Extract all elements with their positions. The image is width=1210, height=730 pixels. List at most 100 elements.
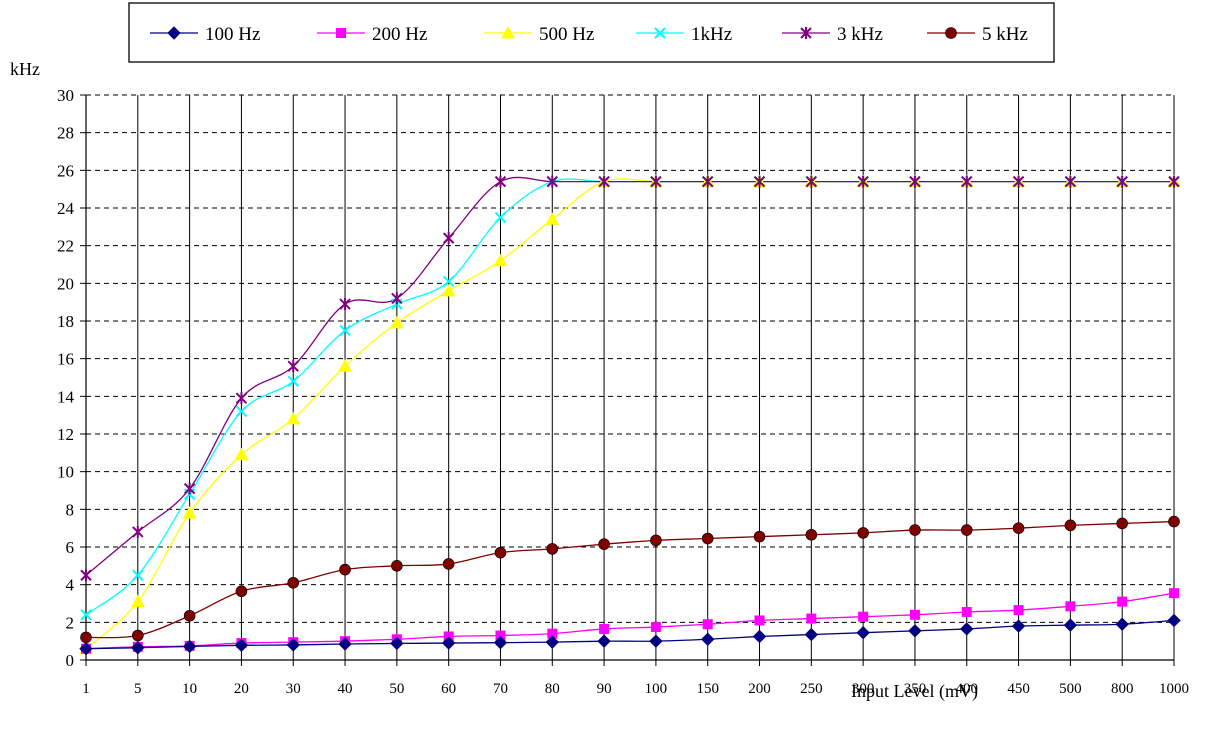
data-point <box>287 576 300 589</box>
y-tick-label: 28 <box>57 124 74 143</box>
series-points <box>79 613 1181 656</box>
data-point <box>494 546 507 559</box>
y-tick-label: 6 <box>66 538 75 557</box>
x-tick-label: 90 <box>597 681 612 697</box>
data-point <box>390 315 404 329</box>
x-tick-label: 20 <box>234 681 249 697</box>
series-lines <box>85 176 1175 650</box>
data-point <box>182 506 197 519</box>
data-point <box>132 569 144 581</box>
y-tick-label: 14 <box>57 387 75 406</box>
data-point <box>1168 175 1180 188</box>
grid <box>86 94 1175 660</box>
data-point <box>235 585 248 598</box>
data-point <box>391 560 403 572</box>
x-tick-label: 50 <box>389 681 404 697</box>
data-point <box>752 629 767 644</box>
data-point <box>804 627 819 642</box>
x-tick-label: 40 <box>338 681 353 697</box>
data-point <box>235 405 248 418</box>
data-point <box>234 638 249 653</box>
data-point <box>961 175 973 188</box>
legend-item: 100 Hz <box>150 24 260 45</box>
data-point <box>1116 517 1128 530</box>
series-points <box>80 175 1180 582</box>
legend-item: 200 Hz <box>317 24 427 45</box>
data-point <box>494 175 507 188</box>
data-point <box>753 530 766 543</box>
data-point <box>80 569 92 582</box>
data-point <box>702 175 714 188</box>
data-point <box>856 625 870 640</box>
data-point <box>391 292 403 305</box>
data-point <box>495 630 506 641</box>
data-point <box>1013 605 1024 616</box>
y-tick-label: 24 <box>57 199 75 218</box>
data-point <box>650 622 661 633</box>
data-point <box>131 641 145 655</box>
data-point <box>339 563 351 576</box>
data-point <box>857 175 869 188</box>
x-tick-label: 500 <box>1059 681 1082 697</box>
data-point <box>183 609 196 622</box>
y-tick-label: 10 <box>57 463 74 482</box>
data-point <box>909 609 920 620</box>
y-tick-label: 18 <box>57 312 74 331</box>
data-point <box>960 622 974 636</box>
data-point <box>493 635 508 650</box>
data-point <box>1167 613 1181 628</box>
data-point <box>805 175 818 188</box>
data-point <box>1064 175 1077 188</box>
y-tick-label: 0 <box>66 651 75 670</box>
data-point <box>390 636 404 651</box>
x-tick-label: 70 <box>493 681 508 697</box>
data-point <box>442 232 455 245</box>
data-point <box>182 639 197 654</box>
legend-label: 3 kHz <box>837 24 883 45</box>
x-tick-label: 800 <box>1111 681 1134 697</box>
data-point <box>857 527 869 539</box>
data-point <box>908 624 922 638</box>
legend-marker <box>945 27 957 39</box>
data-point <box>287 360 299 373</box>
data-point <box>287 375 299 387</box>
data-point <box>546 175 558 188</box>
data-point <box>909 175 921 188</box>
data-point <box>80 631 92 644</box>
legend-marker <box>336 28 346 38</box>
x-tick-label: 450 <box>1007 681 1030 697</box>
legend-item: 500 Hz <box>484 24 594 45</box>
data-point <box>1012 522 1025 534</box>
data-point <box>1012 175 1025 188</box>
data-point <box>806 613 817 624</box>
data-point <box>650 534 662 547</box>
data-point <box>649 634 663 648</box>
data-point <box>597 634 611 648</box>
legend-label: 500 Hz <box>539 24 594 45</box>
x-tick-labels: 1 5 10 20 30 40 50 60 70 80 90 100 150 200 250 300 350 40… <box>82 681 1189 697</box>
data-point <box>599 623 610 634</box>
y-tick-label: 22 <box>57 237 74 256</box>
series-line <box>85 178 1174 616</box>
data-point <box>286 411 301 425</box>
data-point <box>1116 175 1128 188</box>
legend-label: 200 Hz <box>372 24 427 45</box>
data-point <box>547 628 558 639</box>
y-tick-label: 4 <box>66 576 75 595</box>
data-point <box>339 324 351 337</box>
data-point <box>960 524 973 536</box>
y-axis-label: kHz <box>10 59 40 79</box>
series-points <box>80 515 1180 644</box>
data-point <box>1011 619 1026 633</box>
data-point <box>132 629 144 642</box>
series-line <box>85 619 1175 650</box>
y-tick-label: 12 <box>57 425 74 444</box>
x-tick-label: 300 <box>852 681 875 697</box>
data-point <box>1169 588 1179 599</box>
data-point <box>650 175 662 188</box>
axes <box>80 94 1175 666</box>
series-line <box>85 176 1174 576</box>
legend: 100 Hz 200 Hz 500 Hz 1kHz 3 kHz 5 kHz <box>128 2 1055 63</box>
data-point <box>754 615 765 626</box>
